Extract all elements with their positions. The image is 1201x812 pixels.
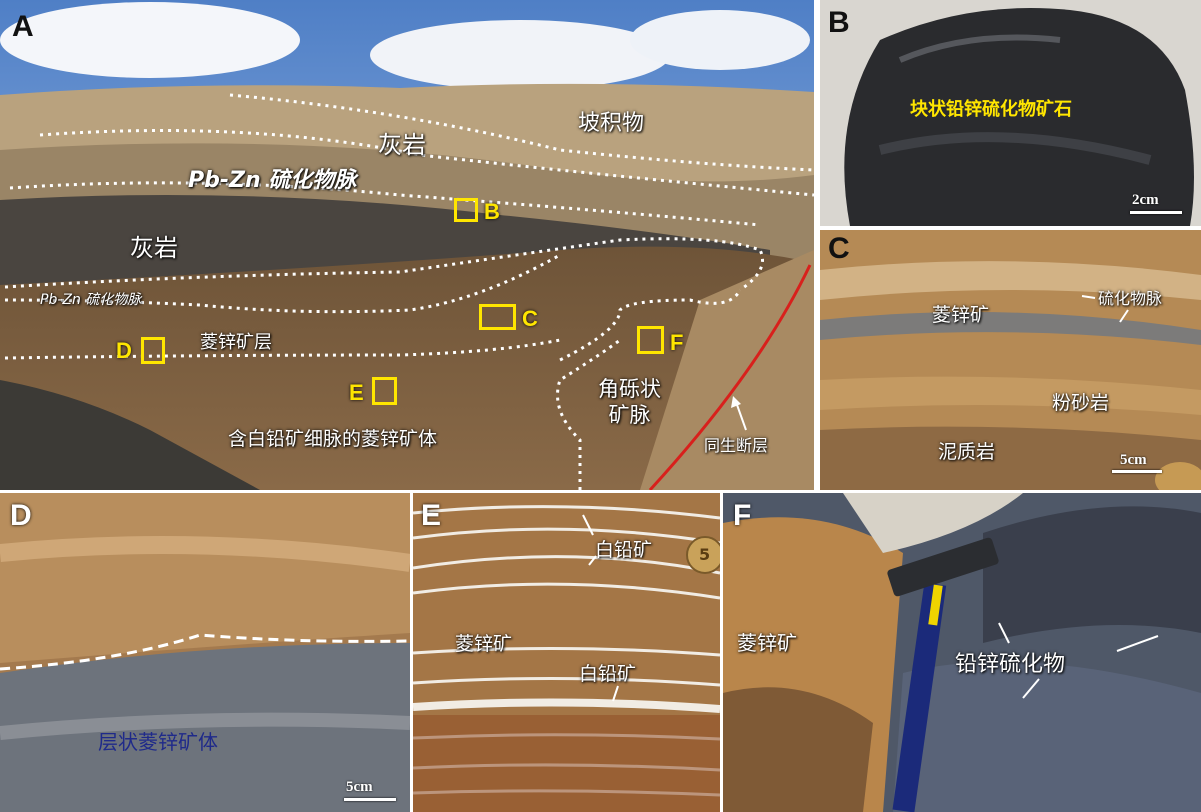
location-label-f: F [670,330,684,355]
location-box-f [637,326,664,354]
photo-panel-b: B 块状铅锌硫化物矿石 2cm [820,0,1201,226]
photo-panel-e: E 5 白铅矿 菱锌矿 白铅矿 [413,493,720,812]
scale-bar-c [1112,470,1162,473]
layered-orebody-photo [0,493,410,812]
outcrop-photo [0,0,814,490]
location-box-d [141,337,165,364]
scale-label-c: 5cm [1120,452,1147,468]
location-label-c: C [522,306,538,331]
location-label-b: B [484,199,500,224]
label-c-siltstone: 粉砂岩 [1052,392,1110,414]
label-e-cerussite-top: 白铅矿 [595,539,653,561]
panel-letter-c: C [828,232,850,265]
hammer-outcrop-photo [723,493,1201,812]
photo-panel-d: D 层状菱锌矿体 5cm [0,493,410,812]
label-pbzn-vein-lower: Pb-Zn 硫化物脉 [40,292,142,308]
label-e-smithsonite: 菱锌矿 [455,633,513,655]
caption-massive-ore: 块状铅锌硫化物矿石 [910,99,1072,120]
label-c-sulfide-vein: 硫化物脉 [1098,289,1163,308]
ore-specimen-photo [820,0,1201,226]
label-breccia-vein: 角砾状 矿脉 [598,377,661,427]
label-orebody: 含白铅矿细脉的菱锌矿体 [228,428,438,450]
location-box-e [372,377,397,405]
scale-bar-b [1130,211,1182,214]
panel-letter-f: F [733,499,752,532]
location-label-e: E [349,380,364,405]
label-e-cerussite-bottom: 白铅矿 [579,663,637,685]
label-f-smithsonite: 菱锌矿 [737,631,797,655]
caption-layered-orebody: 层状菱锌矿体 [98,730,218,754]
panel-letter-b: B [828,6,850,39]
location-box-b [454,198,478,222]
panel-letter-a: A [12,10,34,43]
label-pbzn-vein-upper: Pb-Zn 硫化物脉 [188,168,357,193]
coin-label: 5 [699,545,711,564]
scale-label-b: 2cm [1132,192,1159,208]
label-smithsonite-layer: 菱锌矿层 [200,332,272,353]
label-colluvium: 坡积物 [578,111,645,136]
scale-bar-d [344,798,396,801]
photo-panel-f: F 菱锌矿 铅锌硫化物 [723,493,1201,812]
photo-panel-c: C 菱锌矿 硫化物脉 粉砂岩 泥质岩 5cm [820,230,1201,490]
photo-panel-a: A 坡积物 灰岩 Pb-Zn 硫化物脉 灰岩 Pb-Zn 硫化物脉 菱锌矿层 含… [0,0,814,490]
panel-letter-d: D [10,499,32,532]
location-label-d: D [116,338,132,363]
banded-ore-photo [413,493,720,812]
panel-letter-e: E [421,499,442,532]
section-photo-c [820,230,1201,490]
label-c-mudstone: 泥质岩 [938,441,996,463]
label-f-sulfide: 铅锌硫化物 [955,652,1066,677]
location-box-c [479,304,516,330]
label-limestone-top: 灰岩 [378,131,426,159]
label-syn-fault: 同生断层 [704,436,769,455]
label-limestone-mid: 灰岩 [130,234,178,262]
label-c-smithsonite: 菱锌矿 [932,304,990,326]
scale-label-d: 5cm [346,779,373,795]
